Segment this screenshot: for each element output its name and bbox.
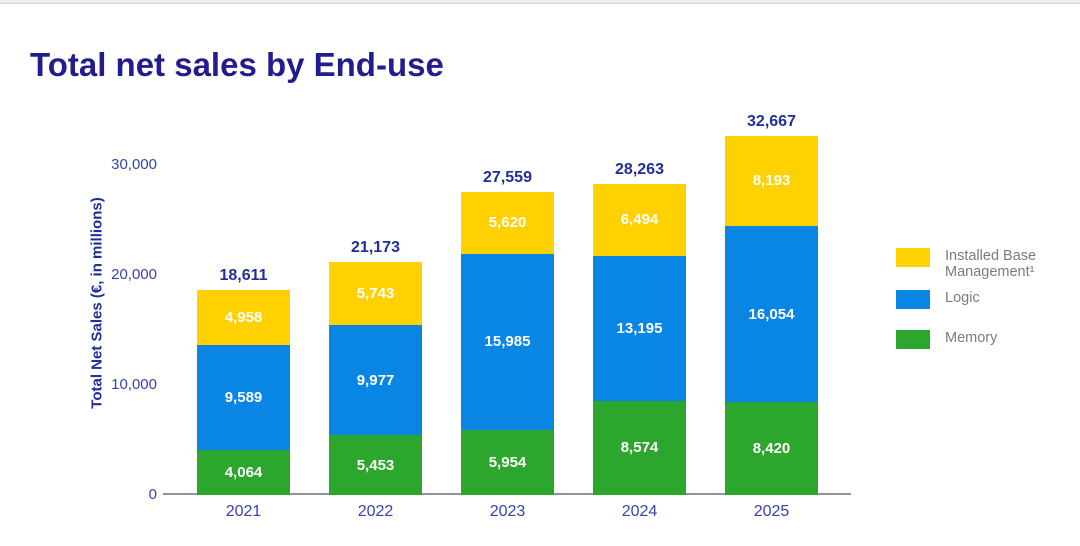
legend: Installed Base Management¹ Logic Memory: [896, 248, 1036, 349]
legend-label: Memory: [945, 330, 998, 346]
bar-segment-2022-memory: 5,453: [329, 435, 422, 495]
legend-swatch: [896, 330, 930, 349]
bar-segment-2024-installed-base-management-: 6,494: [593, 184, 686, 256]
y-tick-30000: 30,000: [111, 156, 157, 173]
segment-value-label: 5,743: [356, 285, 395, 303]
bar-segment-2023-logic: 15,985: [461, 253, 554, 430]
bar-group-2023: 27,559 5,954 15,985 5,620: [461, 169, 554, 495]
legend-item-installed-base-management-: Installed Base Management¹: [896, 248, 1036, 280]
bar-group-2021: 18,611 4,064 9,589 4,958: [197, 267, 290, 495]
legend-swatch: [896, 248, 930, 267]
segment-value-label: 5,620: [488, 214, 527, 232]
segment-value-label: 4,064: [224, 464, 263, 482]
top-strip: [0, 0, 1080, 4]
y-tick-10000: 10,000: [111, 376, 157, 393]
bar-segment-2023-installed-base-management-: 5,620: [461, 191, 554, 254]
total-label-2023: 27,559: [483, 168, 532, 186]
x-label-2025: 2025: [753, 503, 790, 520]
legend-item-memory: Memory: [896, 330, 1036, 349]
bar-segment-2022-installed-base-management-: 5,743: [329, 262, 422, 326]
bar-segment-2021-memory: 4,064: [197, 450, 290, 495]
legend-item-logic: Logic: [896, 290, 1036, 309]
segment-value-label: 5,954: [488, 453, 527, 471]
x-label-2024: 2024: [621, 503, 658, 520]
segment-value-label: 4,958: [224, 309, 263, 327]
y-tick-0: 0: [148, 486, 157, 503]
bar-segment-2025-logic: 16,054: [725, 225, 818, 403]
legend-swatch: [896, 290, 930, 309]
bar-segment-2023-memory: 5,954: [461, 429, 554, 495]
segment-value-label: 8,193: [752, 172, 791, 190]
segment-value-label: 5,453: [356, 456, 395, 474]
bar-segment-2024-logic: 13,195: [593, 255, 686, 401]
bar-segment-2024-memory: 8,574: [593, 400, 686, 495]
segment-value-label: 13,195: [616, 319, 663, 337]
segment-value-label: 15,985: [484, 333, 531, 351]
total-label-2022: 21,173: [351, 239, 400, 257]
y-tick-20000: 20,000: [111, 266, 157, 283]
legend-label: Logic: [945, 290, 980, 306]
bar-segment-2025-installed-base-management-: 8,193: [725, 135, 818, 226]
total-label-2025: 32,667: [747, 112, 796, 130]
segment-value-label: 8,574: [620, 439, 659, 457]
bar-group-2024: 28,263 8,574 13,195 6,494: [593, 161, 686, 495]
segment-value-label: 8,420: [752, 440, 791, 458]
bar-group-2022: 21,173 5,453 9,977 5,743: [329, 239, 422, 495]
x-label-2021: 2021: [225, 503, 262, 520]
segment-value-label: 9,589: [224, 389, 263, 407]
bar-group-2025: 32,667 8,420 16,054 8,193: [725, 113, 818, 495]
x-label-2022: 2022: [357, 503, 394, 520]
total-label-2021: 18,611: [219, 267, 268, 285]
legend-label: Installed Base Management¹: [945, 248, 1037, 280]
segment-value-label: 9,977: [356, 371, 395, 389]
bar-segment-2021-installed-base-management-: 4,958: [197, 290, 290, 345]
x-label-2023: 2023: [489, 503, 526, 520]
bar-segment-2025-memory: 8,420: [725, 402, 818, 495]
bar-segment-2021-logic: 9,589: [197, 344, 290, 451]
page-title: Total net sales by End-use: [30, 46, 444, 83]
bar-segment-2022-logic: 9,977: [329, 325, 422, 435]
segment-value-label: 6,494: [620, 211, 659, 229]
total-label-2024: 28,263: [615, 161, 664, 179]
segment-value-label: 16,054: [748, 305, 795, 323]
